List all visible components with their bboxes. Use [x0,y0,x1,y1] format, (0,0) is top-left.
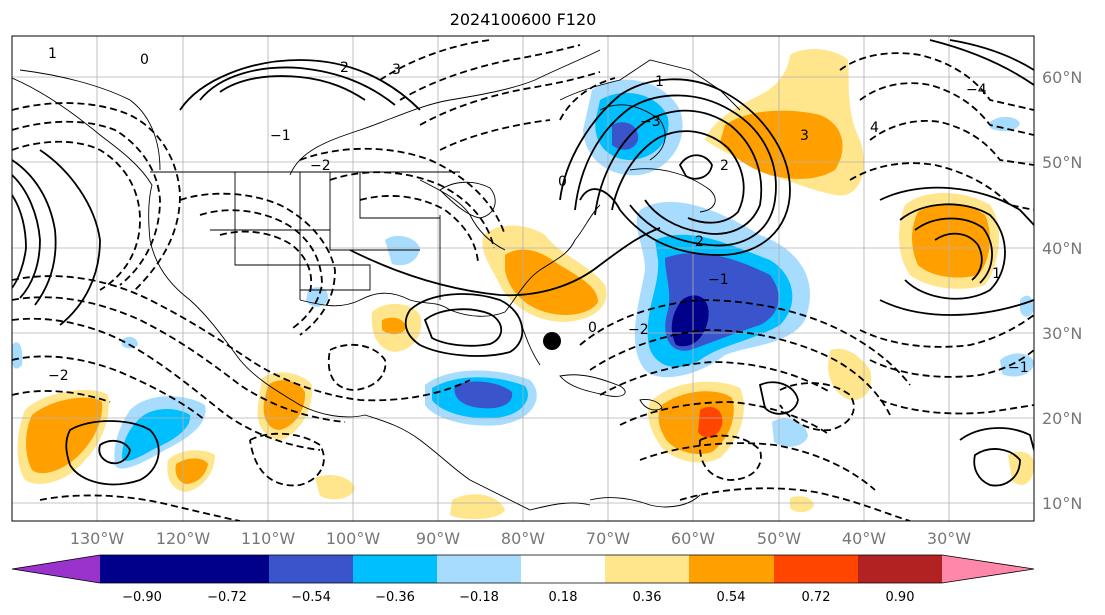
colorbar-segment [185,555,269,583]
positive-anomaly-shading [17,48,1034,520]
colorbar-ticks: −0.90 −0.72 −0.54 −0.36 −0.18 0.18 0.36 … [122,590,914,605]
svg-text:60°N: 60°N [1042,68,1082,87]
svg-text:80°W: 80°W [501,529,545,548]
svg-text:130°W: 130°W [70,529,125,548]
longitude-labels: 130°W 120°W 110°W 100°W 90°W 80°W 70°W 6… [70,529,971,548]
svg-text:90°W: 90°W [416,529,460,548]
latitude-labels: 60°N 50°N 40°N 30°N 20°N 10°N [1042,68,1082,513]
storm-position-marker [543,332,561,350]
svg-text:3: 3 [800,128,809,144]
colorbar-segment [521,555,605,583]
svg-text:−2: −2 [628,322,649,338]
contours-dashed [12,39,1034,521]
svg-text:40°W: 40°W [842,529,886,548]
svg-text:0.72: 0.72 [802,590,831,605]
graticule [12,36,1034,521]
contours-solid [12,39,1034,487]
svg-text:0: 0 [588,320,597,336]
colorbar-max-extension [942,555,1034,583]
svg-text:10°N: 10°N [1042,494,1082,513]
svg-text:0.90: 0.90 [886,590,915,605]
svg-text:−0.90: −0.90 [122,590,162,605]
svg-text:30°W: 30°W [927,529,971,548]
map-title: 2024100600 F120 [449,10,597,29]
svg-text:0.36: 0.36 [633,590,662,605]
svg-text:110°W: 110°W [241,529,296,548]
colorbar-segment [689,555,774,583]
svg-text:−1: −1 [1008,360,1029,376]
svg-text:0.18: 0.18 [549,590,578,605]
svg-text:−1: −1 [270,128,291,144]
svg-text:1: 1 [48,46,57,62]
svg-text:−0.54: −0.54 [291,590,331,605]
svg-text:−1: −1 [708,272,729,288]
colorbar-segment [858,555,942,583]
svg-text:−2: −2 [48,368,69,384]
svg-text:30°N: 30°N [1042,324,1082,343]
svg-text:1: 1 [992,266,1001,282]
svg-text:2: 2 [340,60,349,76]
svg-text:120°W: 120°W [156,529,211,548]
colorbar [11,554,1035,584]
svg-text:−0.72: −0.72 [207,590,247,605]
svg-text:50°N: 50°N [1042,153,1082,172]
colorbar-segment [605,555,689,583]
svg-text:1: 1 [655,74,664,90]
coastlines [12,49,741,511]
svg-text:3: 3 [392,62,401,78]
svg-text:2: 2 [695,234,704,250]
svg-text:2: 2 [720,158,729,174]
svg-text:40°N: 40°N [1042,239,1082,258]
svg-text:20°N: 20°N [1042,409,1082,428]
colorbar-segment [774,555,858,583]
svg-text:−3: −3 [640,114,661,130]
svg-text:100°W: 100°W [326,529,381,548]
svg-text:−4: −4 [966,82,987,98]
svg-text:−0.18: −0.18 [459,590,499,605]
svg-text:−2: −2 [310,158,331,174]
contour-labels: 1 0 2 3 −1 −2 −3 1 0 −1 2 −2 0 1 −1 −2 4… [48,46,1029,384]
svg-text:0.54: 0.54 [717,590,746,605]
svg-text:4: 4 [870,120,879,136]
colorbar-segment [269,555,353,583]
svg-text:−0.36: −0.36 [375,590,415,605]
svg-text:70°W: 70°W [586,529,630,548]
map-field: 1 0 2 3 −1 −2 −3 1 0 −1 2 −2 0 1 −1 −2 4… [12,36,1034,521]
colorbar-segment [100,555,185,583]
colorbar-segment [353,555,437,583]
svg-text:0: 0 [140,52,149,68]
svg-text:50°W: 50°W [757,529,801,548]
svg-text:0: 0 [558,174,567,190]
svg-text:60°W: 60°W [671,529,715,548]
colorbar-segment [437,555,521,583]
colorbar-min-extension [12,555,100,583]
